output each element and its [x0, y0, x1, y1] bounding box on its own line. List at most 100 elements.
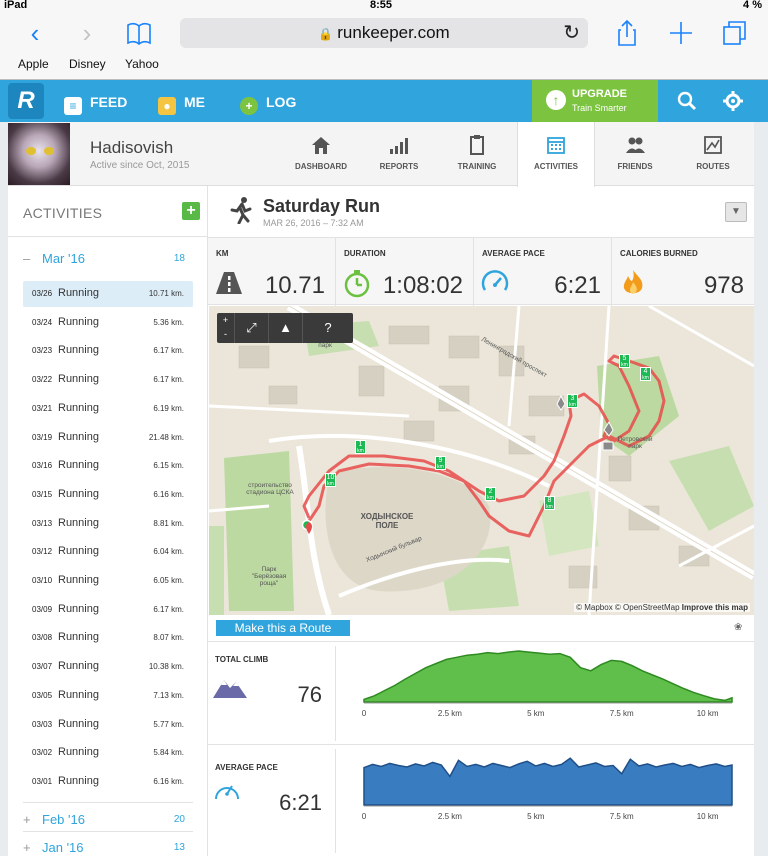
tabs-icon[interactable]: [720, 18, 750, 48]
activity-list-item[interactable]: 03/08 Running 8.07 km.: [23, 625, 193, 651]
activity-type-text: Running: [58, 631, 99, 644]
activity-list-item[interactable]: 03/12 Running 6.04 km.: [23, 539, 193, 565]
month-expand-toggle[interactable]: +: [23, 812, 31, 827]
paw-prints-icon[interactable]: ❀: [734, 622, 743, 633]
zoom-in-button[interactable]: +: [222, 315, 229, 325]
activity-list-item[interactable]: 03/19 Running 21.48 km.: [23, 425, 193, 451]
activity-list-item[interactable]: 03/24 Running 5.36 km.: [23, 310, 193, 336]
activity-list-item[interactable]: 03/21 Running 6.19 km.: [23, 396, 193, 422]
gear-icon[interactable]: [722, 90, 744, 112]
activity-type-text: Running: [58, 602, 99, 615]
map-label-park: Парк "Берёзовая роща": [251, 566, 287, 587]
activity-list-item[interactable]: 03/15 Running 6.16 km.: [23, 482, 193, 508]
elevation-x-tick-label: 5 km: [527, 709, 545, 718]
nav-me[interactable]: ● ME: [158, 91, 205, 115]
tab-training[interactable]: TRAINING: [438, 122, 516, 186]
month-header[interactable]: + Feb '16 20: [23, 812, 193, 827]
route-map[interactable]: 1 km 2 km 3 km 4 km 5 km 8 km 9 km 10 km ХОДЫНСК…: [209, 306, 754, 615]
mapbox-attribution[interactable]: © Mapbox: [576, 603, 613, 612]
clock: 8:55: [370, 0, 393, 11]
activity-type-text: Running: [58, 688, 99, 701]
profile-name[interactable]: Hadisovish: [90, 138, 174, 157]
fullscreen-icon[interactable]: ⤢: [235, 313, 269, 343]
tab-activities[interactable]: ACTIVITIES: [517, 122, 595, 187]
berezovaya-park: [224, 451, 294, 611]
total-climb-value: 76: [297, 682, 322, 707]
new-tab-plus-icon[interactable]: [666, 18, 696, 48]
activity-list-item[interactable]: 03/13 Running 8.81 km.: [23, 511, 193, 537]
profile-active-since: Active since Oct, 2015: [90, 160, 190, 171]
activities-sidebar: ACTIVITIES + – Mar '16 18 03/26 Running 10.71…: [8, 186, 208, 856]
activity-list-item[interactable]: 03/05 Running 7.13 km.: [23, 683, 193, 709]
activity-list-item[interactable]: 03/07 Running 10.38 km.: [23, 654, 193, 680]
month-expand-toggle[interactable]: +: [23, 840, 31, 855]
khodynka-field: [325, 467, 491, 592]
activity-distance-text: 6.16 km.: [153, 489, 184, 499]
activity-list-item[interactable]: 03/01 Running 6.16 km.: [23, 769, 193, 795]
activity-options-dropdown[interactable]: ▼: [725, 202, 747, 222]
activity-list-item[interactable]: 03/22 Running 6.17 km.: [23, 367, 193, 393]
bookmark-disney[interactable]: Disney: [69, 57, 106, 71]
activity-date-text: 03/15: [32, 489, 53, 499]
activity-date: MAR 26, 2016 – 7:32 AM: [263, 218, 364, 228]
bookmark-yahoo[interactable]: Yahoo: [125, 57, 159, 71]
bookmarks-book-icon[interactable]: [124, 18, 154, 48]
activity-list-item[interactable]: 03/26 Running 10.71 km.: [23, 281, 193, 307]
activity-distance-text: 8.07 km.: [153, 633, 184, 643]
upgrade-button[interactable]: ↑ UPGRADE Train Smarter: [532, 80, 658, 122]
pace-x-tick-label: 5 km: [527, 812, 545, 821]
map-controls: + - ⤢ ▲ ?: [217, 313, 353, 343]
make-route-button[interactable]: Make this a Route: [216, 620, 350, 636]
activity-type-text: Running: [58, 717, 99, 730]
month-expand-toggle[interactable]: –: [23, 251, 31, 266]
activity-list-item[interactable]: 03/23 Running 6.17 km.: [23, 338, 193, 364]
month-header[interactable]: – Mar '16 18: [23, 251, 193, 266]
month-count: 13: [173, 842, 185, 853]
activity-date-text: 03/09: [32, 604, 53, 614]
average-pace-value: 6:21: [279, 790, 322, 815]
speedometer-icon: [215, 785, 239, 800]
stats-bar: KM 10.71 DURATION 1:08:02 AVERAGE PACE: [208, 237, 754, 306]
nav-feed[interactable]: ≡ FEED: [64, 91, 127, 115]
month-count: 20: [173, 814, 185, 825]
forward-icon[interactable]: ›: [82, 18, 92, 48]
improve-map-link[interactable]: Improve this map: [681, 603, 748, 612]
zoom-controls: + -: [217, 313, 235, 343]
month-header[interactable]: + Jan '16 13: [23, 840, 193, 855]
tab-dashboard[interactable]: DASHBOARD: [282, 122, 360, 186]
search-icon[interactable]: [676, 90, 698, 112]
activity-type-text: Running: [58, 287, 99, 299]
share-icon[interactable]: [612, 18, 642, 48]
terrain-icon[interactable]: ▲: [269, 313, 303, 343]
reload-icon[interactable]: ↻: [563, 22, 580, 44]
activity-distance-text: 21.48 km.: [148, 432, 184, 442]
avatar[interactable]: [8, 123, 70, 185]
runkeeper-logo[interactable]: R: [8, 83, 44, 119]
activity-type-text: Running: [58, 315, 99, 328]
average-pace-section: AVERAGE PACE 6:21 0 2.5 km 5 km 7.5 km 10 km: [208, 744, 754, 856]
activity-date-text: 03/22: [32, 375, 53, 385]
map-help-button[interactable]: ?: [324, 320, 332, 335]
activity-list-item[interactable]: 03/10 Running 6.05 km.: [23, 568, 193, 594]
activity-list-item[interactable]: 03/03 Running 5.77 km.: [23, 712, 193, 738]
tab-routes[interactable]: ROUTES: [674, 122, 752, 186]
tab-reports[interactable]: REPORTS: [360, 122, 438, 186]
nav-log[interactable]: + LOG: [240, 91, 296, 115]
address-bar[interactable]: 🔒 runkeeper.com ↻: [180, 18, 588, 48]
mountain-icon: [213, 680, 247, 698]
bookmark-apple[interactable]: Apple: [18, 57, 49, 71]
month-label: Feb '16: [42, 812, 85, 827]
activity-date-text: 03/24: [32, 317, 53, 327]
activity-list-item[interactable]: 03/16 Running 6.15 km.: [23, 453, 193, 479]
activity-list-item[interactable]: 03/02 Running 5.84 km.: [23, 740, 193, 766]
add-activity-button[interactable]: +: [182, 202, 200, 220]
zoom-out-button[interactable]: -: [224, 329, 227, 339]
osm-attribution[interactable]: © OpenStreetMap: [614, 603, 680, 612]
tab-friends[interactable]: FRIENDS: [596, 122, 674, 186]
stat-average-pace: AVERAGE PACE 6:21: [474, 238, 612, 306]
bar-signal-icon: [390, 138, 408, 154]
back-icon[interactable]: ‹: [30, 18, 40, 48]
activity-distance-text: 6.17 km.: [153, 375, 184, 385]
activity-distance-text: 8.81 km.: [153, 518, 184, 528]
activity-list-item[interactable]: 03/09 Running 6.17 km.: [23, 597, 193, 623]
